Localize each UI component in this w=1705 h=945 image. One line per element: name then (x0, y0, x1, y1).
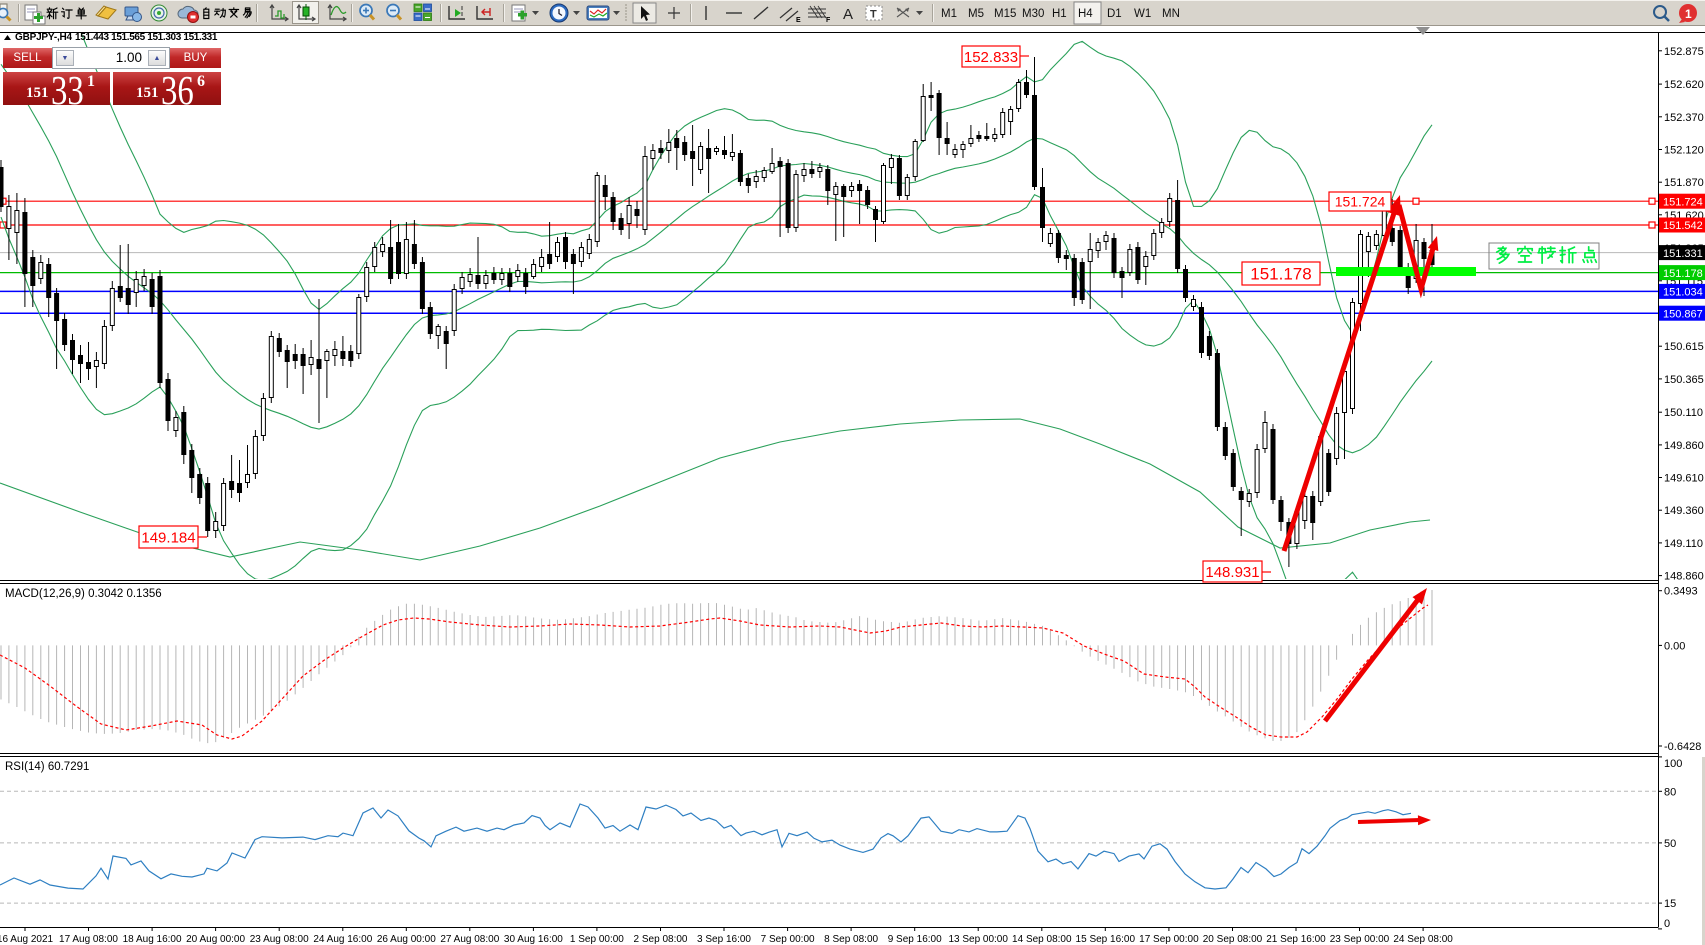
svg-text:152.120: 152.120 (1664, 145, 1704, 157)
svg-text:27 Aug 08:00: 27 Aug 08:00 (440, 934, 499, 945)
svg-text:23 Sep 00:00: 23 Sep 00:00 (1330, 934, 1390, 945)
svg-text:M5: M5 (968, 8, 984, 20)
svg-text:GBPJPY-,H4: GBPJPY-,H4 (15, 32, 73, 43)
svg-text:MACD(12,26,9) 0.3042 0.1356: MACD(12,26,9) 0.3042 0.1356 (5, 588, 162, 600)
svg-text:151.034: 151.034 (1663, 287, 1703, 299)
svg-text:21 Sep 16:00: 21 Sep 16:00 (1266, 934, 1326, 945)
svg-text:151.870: 151.870 (1664, 177, 1704, 189)
svg-text:0: 0 (1664, 918, 1670, 930)
svg-text:A: A (843, 6, 853, 23)
svg-text:150.365: 150.365 (1664, 374, 1704, 386)
svg-text:149.610: 149.610 (1664, 473, 1704, 485)
svg-text:D1: D1 (1107, 8, 1122, 20)
svg-text:F: F (826, 17, 831, 24)
svg-text:2 Sep 08:00: 2 Sep 08:00 (634, 934, 688, 945)
svg-text:9 Sep 16:00: 9 Sep 16:00 (888, 934, 942, 945)
svg-text:152.620: 152.620 (1664, 79, 1704, 91)
svg-text:1: 1 (1685, 7, 1692, 21)
svg-text:3 Sep 16:00: 3 Sep 16:00 (697, 934, 751, 945)
svg-text:151.178: 151.178 (1250, 265, 1311, 284)
svg-text:H4: H4 (1078, 8, 1093, 20)
svg-text:152.875: 152.875 (1664, 46, 1704, 58)
svg-text:30 Aug 16:00: 30 Aug 16:00 (504, 934, 563, 945)
svg-text:20 Sep 08:00: 20 Sep 08:00 (1203, 934, 1263, 945)
svg-text:-0.6428: -0.6428 (1664, 741, 1701, 753)
svg-text:150.110: 150.110 (1664, 407, 1703, 419)
svg-text:151.331: 151.331 (1663, 248, 1703, 260)
svg-text:RSI(14) 60.7291: RSI(14) 60.7291 (5, 761, 89, 773)
svg-text:80: 80 (1664, 786, 1676, 798)
svg-text:20 Aug 00:00: 20 Aug 00:00 (186, 934, 245, 945)
svg-text:7 Sep 00:00: 7 Sep 00:00 (761, 934, 815, 945)
svg-text:149.184: 149.184 (141, 529, 195, 546)
svg-text:M15: M15 (994, 8, 1016, 20)
svg-text:151.724: 151.724 (1663, 196, 1703, 208)
svg-text:0.00: 0.00 (1664, 640, 1685, 652)
svg-text:24 Sep 08:00: 24 Sep 08:00 (1393, 934, 1453, 945)
svg-text:M1: M1 (941, 8, 957, 20)
svg-text:M30: M30 (1022, 8, 1044, 20)
svg-text:152.370: 152.370 (1664, 112, 1704, 124)
svg-text:0.3493: 0.3493 (1664, 586, 1698, 598)
svg-text:W1: W1 (1134, 8, 1151, 20)
svg-text:24 Aug 16:00: 24 Aug 16:00 (313, 934, 372, 945)
svg-text:23 Aug 08:00: 23 Aug 08:00 (250, 934, 309, 945)
svg-text:18 Aug 16:00: 18 Aug 16:00 (123, 934, 182, 945)
svg-text:H1: H1 (1052, 8, 1067, 20)
svg-text:149.110: 149.110 (1664, 538, 1703, 550)
svg-text:151.724: 151.724 (1335, 194, 1386, 210)
svg-text:151.178: 151.178 (1663, 268, 1703, 280)
svg-text:MN: MN (1162, 8, 1180, 20)
svg-text:100: 100 (1664, 758, 1682, 770)
svg-text:T: T (870, 9, 877, 21)
svg-text:14 Sep 08:00: 14 Sep 08:00 (1012, 934, 1072, 945)
svg-text:151.542: 151.542 (1663, 220, 1703, 232)
svg-text:1 Sep 00:00: 1 Sep 00:00 (570, 934, 624, 945)
svg-text:13 Sep 00:00: 13 Sep 00:00 (948, 934, 1008, 945)
svg-text:17 Aug 08:00: 17 Aug 08:00 (59, 934, 118, 945)
svg-text:148.860: 148.860 (1664, 571, 1704, 583)
svg-text:16 Aug 2021: 16 Aug 2021 (0, 934, 54, 945)
svg-text:50: 50 (1664, 838, 1676, 850)
svg-text:E: E (796, 17, 801, 24)
svg-text:8 Sep 08:00: 8 Sep 08:00 (824, 934, 878, 945)
svg-text:26 Aug 00:00: 26 Aug 00:00 (377, 934, 436, 945)
svg-text:149.360: 149.360 (1664, 505, 1704, 517)
svg-text:17 Sep 00:00: 17 Sep 00:00 (1139, 934, 1199, 945)
svg-text:150.867: 150.867 (1663, 308, 1703, 320)
svg-text:149.860: 149.860 (1664, 440, 1704, 452)
svg-text:15: 15 (1664, 898, 1676, 910)
svg-text:152.833: 152.833 (964, 49, 1018, 66)
svg-text:150.615: 150.615 (1664, 341, 1704, 353)
svg-text:15 Sep 16:00: 15 Sep 16:00 (1076, 934, 1136, 945)
svg-text:151.443 151.565 151.303 151.33: 151.443 151.565 151.303 151.331 (75, 32, 218, 43)
svg-text:148.931: 148.931 (1205, 564, 1259, 581)
